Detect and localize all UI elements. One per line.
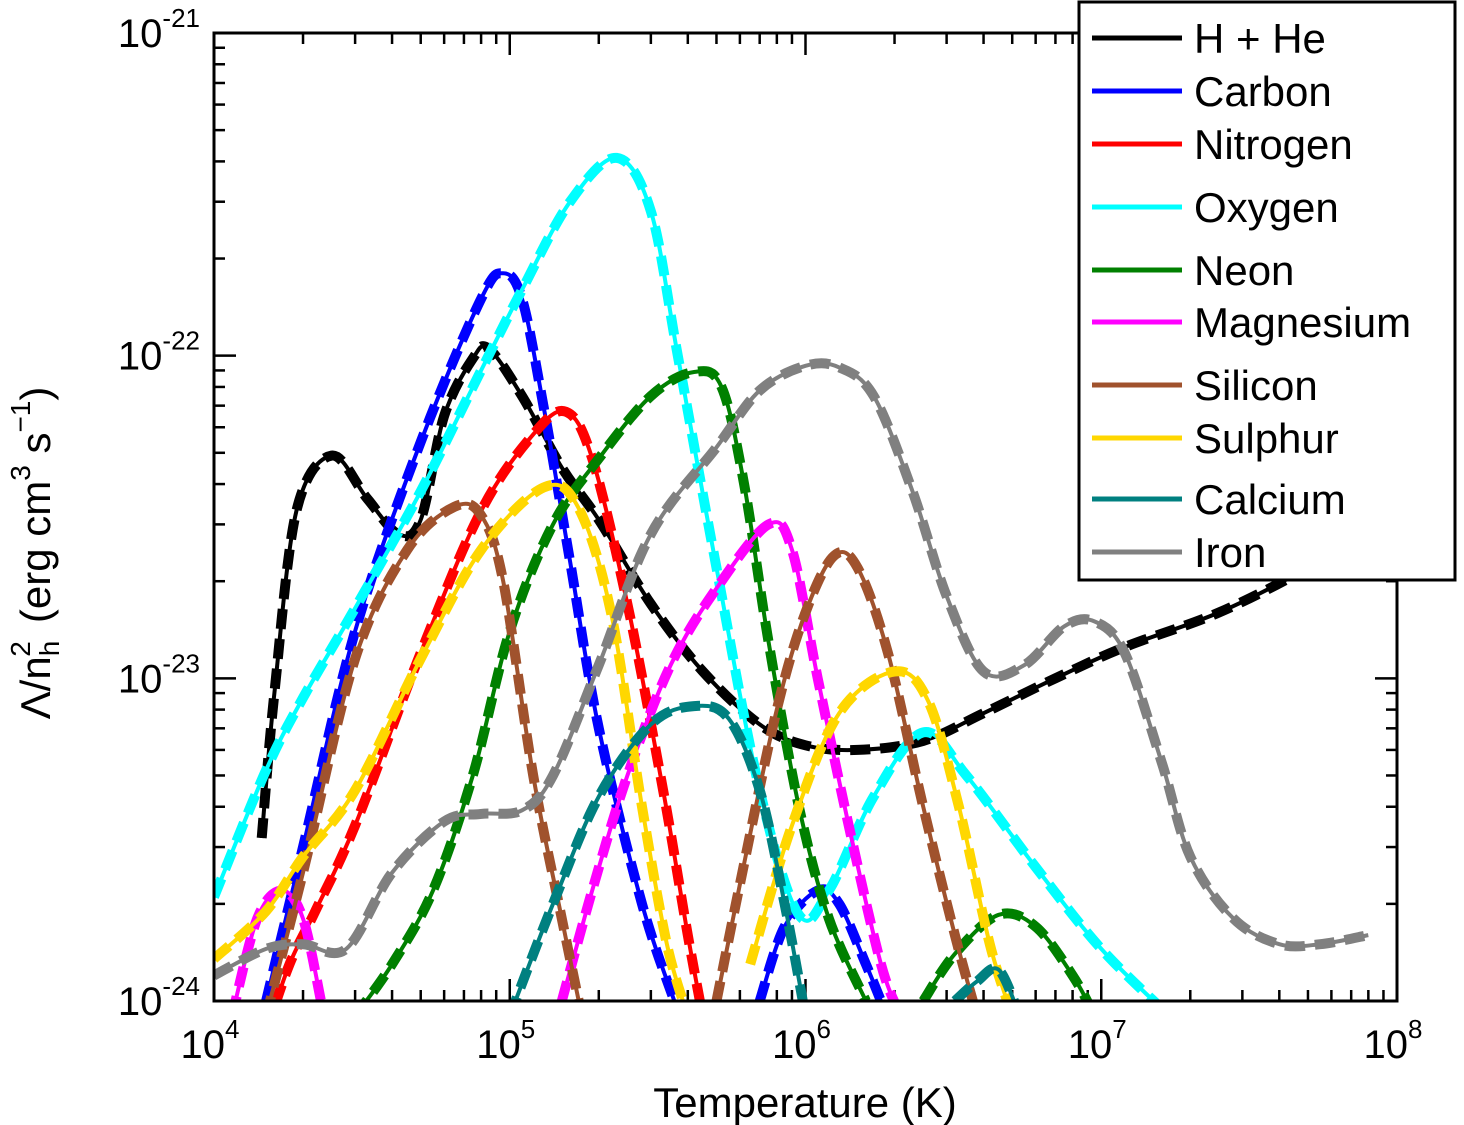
y-axis-label-units-sup1: 3 xyxy=(5,465,36,481)
series-dashed-calcium-segment2 xyxy=(951,963,1020,1001)
x-tick-label-base: 10 xyxy=(181,1023,226,1067)
y-tick-label: 10-24 xyxy=(118,971,200,1024)
series-dashed-iron xyxy=(214,358,1370,980)
series-sulphur xyxy=(214,479,1013,1001)
legend-label-oxygen: Oxygen xyxy=(1194,184,1339,231)
series-h-he xyxy=(256,341,1372,839)
series-dashed-oxygen xyxy=(214,152,1162,1001)
x-tick-label: 108 xyxy=(1364,1014,1423,1067)
series-dashed-magnesium-segment2 xyxy=(556,517,900,1001)
x-tick-label: 106 xyxy=(772,1014,831,1067)
legend-label-iron: Iron xyxy=(1194,529,1266,576)
series-dashed-neon xyxy=(359,366,871,1001)
legend-label-magnesium: Magnesium xyxy=(1194,299,1411,346)
legend-label-neon: Neon xyxy=(1194,247,1294,294)
y-axis-label-units-mid: s xyxy=(12,433,59,466)
series-silicon xyxy=(264,498,979,1001)
series-dashed-silicon-segment2 xyxy=(711,546,979,1001)
x-tick-label-exp: 8 xyxy=(1408,1014,1422,1044)
series-dashed-silicon xyxy=(264,498,584,1001)
series-dashed-carbon xyxy=(261,268,680,1001)
x-axis-label: Temperature (K) xyxy=(653,1079,956,1125)
legend-label-sulphur: Sulphur xyxy=(1194,415,1339,462)
y-tick-label-exp: -22 xyxy=(162,326,200,356)
series-nitrogen xyxy=(271,405,705,1001)
y-tick-label-base: 10 xyxy=(118,12,163,56)
series-dashed-sulphur xyxy=(214,479,689,1001)
series-dashed-nitrogen xyxy=(271,405,705,1001)
y-axis-label-sup: 2 xyxy=(5,641,36,657)
y-tick-label-exp: -21 xyxy=(162,3,200,33)
y-axis-label-units: (erg cm xyxy=(12,481,59,623)
y-tick-label-exp: -23 xyxy=(162,648,200,678)
x-tick-label-base: 10 xyxy=(1068,1023,1113,1067)
series-neon xyxy=(359,366,1093,1001)
y-tick-label: 10-23 xyxy=(118,648,200,701)
y-axis-label-units-suffix: ) xyxy=(12,387,59,401)
legend-label-silicon: Silicon xyxy=(1194,362,1318,409)
y-axis-label-base: Λ/n xyxy=(12,656,59,719)
y-axis-label-sub: h xyxy=(34,641,65,657)
x-tick-label: 105 xyxy=(476,1014,535,1067)
y-tick-label-exp: -24 xyxy=(162,971,200,1001)
y-axis-label: Λ/nh2 (erg cm3 s−1) xyxy=(5,387,65,720)
series-dashed-h-he xyxy=(256,341,1372,839)
legend-label-h-he: H + He xyxy=(1194,15,1326,62)
y-tick-label: 10-22 xyxy=(118,326,200,379)
x-tick-label-exp: 5 xyxy=(521,1014,535,1044)
x-tick-label-base: 10 xyxy=(772,1023,817,1067)
x-tick-label: 104 xyxy=(181,1014,240,1067)
x-tick-label-exp: 4 xyxy=(225,1014,239,1044)
y-axis-label-units-sup2: −1 xyxy=(5,401,36,433)
svg-text:Λ/nh2(erg cm3 s−1): Λ/nh2 (erg cm3 s−1) xyxy=(5,387,65,720)
legend-label-calcium: Calcium xyxy=(1194,476,1346,523)
legend-box xyxy=(1077,0,1457,582)
series-line-oxygen xyxy=(214,155,1157,1001)
legend-label-carbon: Carbon xyxy=(1194,68,1332,115)
series-calcium xyxy=(510,700,1020,1001)
x-tick-label: 107 xyxy=(1068,1014,1127,1067)
series-dashed-calcium xyxy=(510,700,808,1001)
series-dashed-sulphur-segment2 xyxy=(745,666,1013,1001)
y-tick-label-base: 10 xyxy=(118,335,163,379)
x-tick-label-base: 10 xyxy=(476,1023,521,1067)
x-tick-label-base: 10 xyxy=(1364,1023,1409,1067)
series-oxygen xyxy=(214,152,1162,1001)
legend-label-nitrogen: Nitrogen xyxy=(1194,121,1353,168)
x-tick-label-exp: 7 xyxy=(1112,1014,1126,1044)
series-iron xyxy=(214,358,1370,980)
y-tick-label-base: 10 xyxy=(118,657,163,701)
series-lines xyxy=(214,152,1372,1001)
series-dashed-neon-segment2 xyxy=(919,908,1093,1001)
y-tick-label-base: 10 xyxy=(118,980,163,1024)
legend: H + He Carbon Nitrogen Oxygen Neon Magnesium S… xyxy=(1077,0,1457,582)
y-tick-label: 10-21 xyxy=(118,3,200,56)
x-tick-label-exp: 6 xyxy=(817,1014,831,1044)
